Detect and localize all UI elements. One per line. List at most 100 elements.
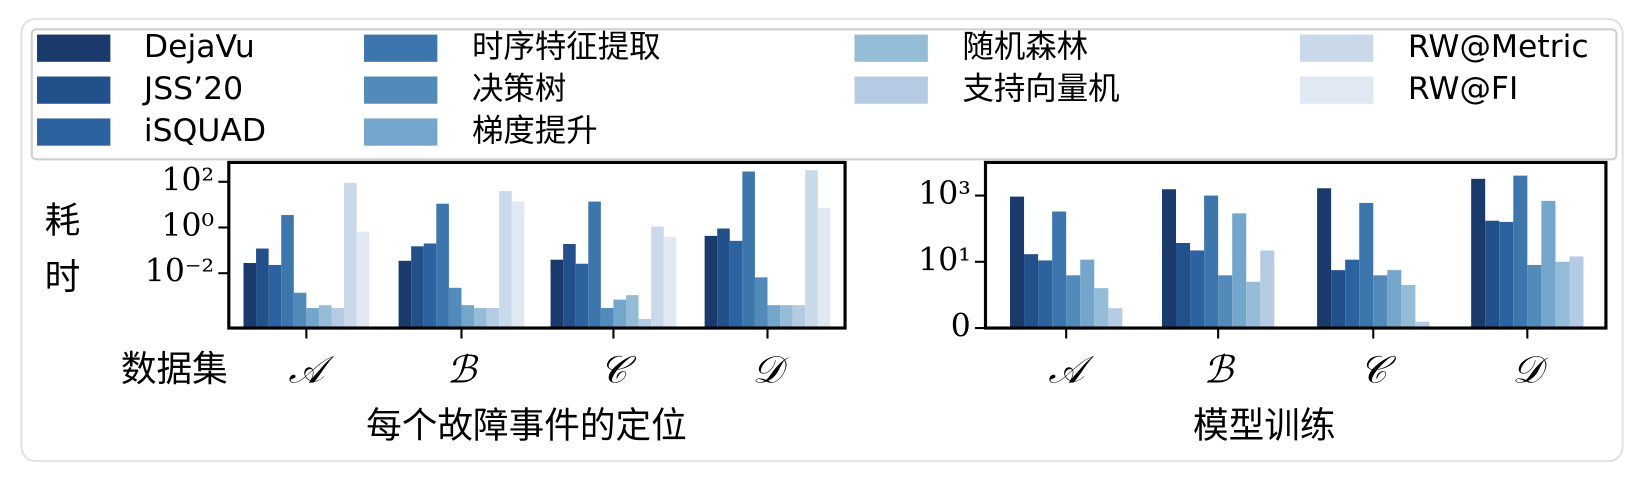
legend-swatch xyxy=(1299,76,1374,104)
bar xyxy=(817,207,831,329)
bar xyxy=(651,226,664,329)
legend-swatch xyxy=(37,34,111,62)
legend-swatch xyxy=(1299,34,1374,62)
bar xyxy=(704,235,718,329)
legend-label: DejaVu xyxy=(144,29,255,65)
bar xyxy=(306,308,319,329)
bar xyxy=(1415,321,1430,329)
bar xyxy=(474,308,487,329)
legend-label: RW@FI xyxy=(1408,71,1518,107)
bar xyxy=(575,263,589,329)
bar xyxy=(1052,211,1067,329)
legend-swatch xyxy=(364,76,438,104)
bar xyxy=(563,243,576,329)
bar xyxy=(1485,220,1500,329)
bar xyxy=(1499,221,1514,329)
bar xyxy=(805,170,818,329)
bar xyxy=(729,240,743,329)
bar xyxy=(1094,288,1109,329)
bar xyxy=(1317,188,1332,329)
y-tick-label: 0 xyxy=(951,309,971,345)
x-axis-label: 每个故障事件的定位 xyxy=(366,406,687,447)
bar xyxy=(600,308,614,329)
legend-swatch xyxy=(854,34,928,62)
bar xyxy=(1387,270,1402,329)
bar xyxy=(243,262,257,329)
bar xyxy=(461,305,475,329)
bar xyxy=(1080,259,1095,329)
bar xyxy=(1527,265,1542,329)
bar xyxy=(1176,242,1191,329)
legend-label: 支持向量机 xyxy=(962,71,1119,107)
bar xyxy=(663,236,677,329)
bar xyxy=(1541,200,1556,329)
legend-label: 时序特征提取 xyxy=(472,29,661,65)
bar xyxy=(436,203,449,329)
bar xyxy=(626,295,639,329)
y-tick-label: 10⁻² xyxy=(145,254,214,290)
bar xyxy=(1359,202,1374,329)
legend-label: 决策树 xyxy=(472,71,566,107)
bar xyxy=(1555,261,1570,329)
x-tick-label: ℬ xyxy=(447,348,479,392)
bar xyxy=(1345,259,1360,329)
bar xyxy=(1218,275,1233,329)
legend-swatch xyxy=(854,76,928,104)
y-tick-label: 10¹ xyxy=(918,242,971,278)
bar xyxy=(411,246,424,329)
x-tick-label: ℬ xyxy=(1203,348,1235,392)
y-tick-label: 10⁰ xyxy=(162,208,215,244)
y-tick-label: 10³ xyxy=(918,176,971,212)
bar xyxy=(767,305,781,329)
bar xyxy=(499,191,512,329)
x-axis-label: 模型训练 xyxy=(1193,406,1336,447)
legend-box xyxy=(30,28,1618,161)
bar xyxy=(1066,275,1081,329)
legend-label: JSS’20 xyxy=(142,71,243,107)
bar xyxy=(1471,178,1486,329)
bar xyxy=(1373,275,1388,329)
bar xyxy=(1401,284,1416,329)
bar xyxy=(256,248,269,329)
bar xyxy=(717,228,730,329)
axes-frame xyxy=(983,160,1608,330)
bar xyxy=(1204,195,1219,329)
bar xyxy=(1190,250,1205,329)
y-tick-label: 10² xyxy=(162,162,215,198)
bar xyxy=(331,308,345,329)
bar xyxy=(1161,189,1177,329)
bar xyxy=(448,287,462,329)
bar xyxy=(613,299,627,329)
bar xyxy=(1232,213,1247,329)
bar xyxy=(511,201,525,329)
bar xyxy=(1010,196,1025,329)
axes-frame xyxy=(227,160,847,330)
bar xyxy=(268,264,282,329)
legend-swatch xyxy=(37,76,111,104)
category-axis-label: 数据集 xyxy=(121,349,228,390)
bar xyxy=(638,318,652,329)
bar xyxy=(1246,281,1261,329)
bar xyxy=(780,305,793,329)
bar xyxy=(1024,254,1039,329)
bar xyxy=(423,243,437,329)
bar xyxy=(792,305,806,329)
legend-label: 梯度提升 xyxy=(472,113,598,149)
legend-swatch xyxy=(364,34,438,62)
bar xyxy=(344,182,357,329)
legend-swatch xyxy=(364,118,438,146)
bar xyxy=(1108,308,1123,329)
bar xyxy=(486,308,500,329)
y-axis-label: 耗时 xyxy=(39,201,80,314)
bar xyxy=(1038,260,1053,329)
legend-label: RW@Metric xyxy=(1408,29,1589,65)
bar xyxy=(281,215,294,329)
legend-swatch xyxy=(37,118,111,146)
bar xyxy=(742,171,755,329)
bar xyxy=(356,231,370,329)
bar xyxy=(1513,175,1528,329)
